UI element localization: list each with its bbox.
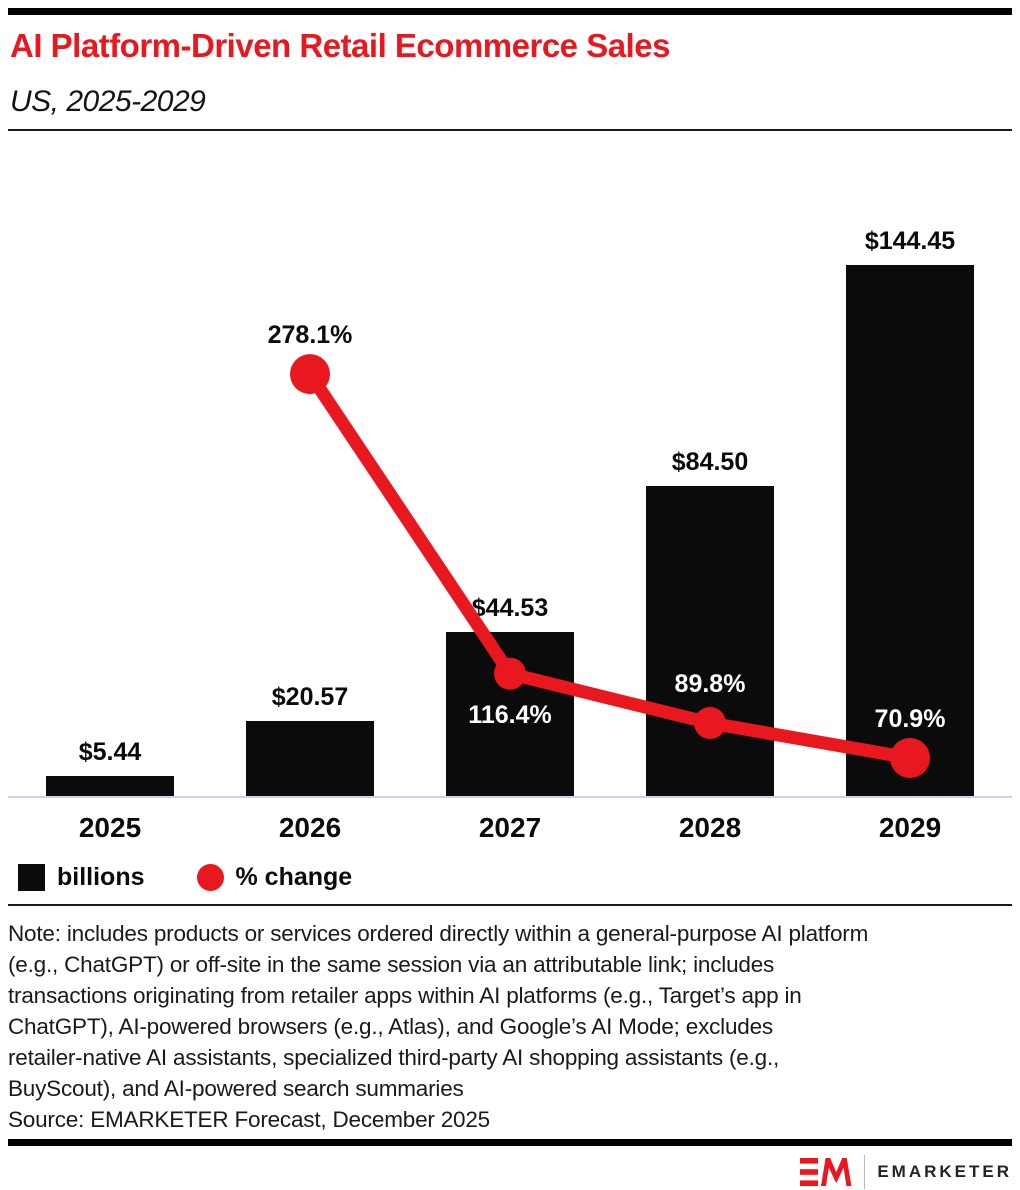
bar-value-label-2027: $44.53	[471, 594, 549, 623]
bar-value-label-2025: $5.44	[78, 738, 142, 767]
top-rule	[8, 8, 1012, 15]
header-divider	[8, 129, 1012, 132]
line-series-swatch-icon	[196, 863, 224, 891]
chart-page: AI Platform-Driven Retail Ecommerce Sale…	[0, 8, 1020, 1190]
year-label-2027: 2027	[478, 812, 542, 844]
year-label-2029: 2029	[878, 812, 942, 844]
year-label-2025: 2025	[78, 812, 142, 844]
year-label-2026: 2026	[278, 812, 342, 844]
line-point-2027	[494, 657, 526, 690]
bottom-rule	[8, 1139, 1012, 1147]
bar-2025	[46, 776, 174, 797]
chart-plot-area: $5.44 $20.57 $44.53 $84.50 $144.45 278.1% 116.…	[8, 185, 1012, 799]
line-point-2029	[890, 738, 930, 779]
bar-value-label-2026: $20.57	[271, 682, 349, 711]
page-subtitle: US, 2025-2029	[10, 84, 206, 118]
pct-label-2028: 89.8%	[674, 670, 746, 699]
legend-label-pct-change: % change	[235, 862, 353, 891]
bar-value-label-2028: $84.50	[671, 447, 749, 476]
line-point-2026	[290, 354, 330, 395]
legend-item-pct-change: % change	[196, 862, 353, 892]
pct-change-line	[290, 354, 930, 779]
pct-label-2026: 278.1%	[267, 321, 353, 350]
page-title: AI Platform-Driven Retail Ecommerce Sale…	[10, 27, 670, 64]
line-point-2028	[694, 707, 726, 740]
legend-label-billions: billions	[57, 862, 145, 891]
emarketer-logo-mark-icon	[800, 1158, 852, 1187]
footnote: Note: includes products or services orde…	[8, 921, 869, 1102]
pct-label-2027: 116.4%	[468, 700, 552, 729]
bar-series-swatch-icon	[18, 863, 45, 891]
bar-value-label-2029: $144.45	[864, 227, 956, 256]
bar-2029	[846, 265, 974, 797]
footer: EMARKETER	[8, 1155, 1012, 1190]
brand-name: EMARKETER	[877, 1162, 1012, 1182]
legend-item-billions: billions	[18, 863, 145, 892]
year-label-2028: 2028	[678, 812, 742, 844]
source-line: Source: EMARKETER Forecast, December 202…	[8, 1107, 490, 1133]
x-axis-labels: 2025 2026 2027 2028 2029	[8, 798, 1012, 844]
legend-divider	[8, 904, 1012, 907]
emarketer-logo: EMARKETER	[800, 1155, 1012, 1190]
bar-2028	[646, 485, 774, 797]
logo-divider	[864, 1155, 866, 1190]
x-axis-baseline	[8, 796, 1012, 799]
pct-label-2029: 70.9%	[874, 705, 946, 734]
chart-legend: billions % change	[18, 862, 1012, 892]
bar-2026	[246, 720, 374, 797]
